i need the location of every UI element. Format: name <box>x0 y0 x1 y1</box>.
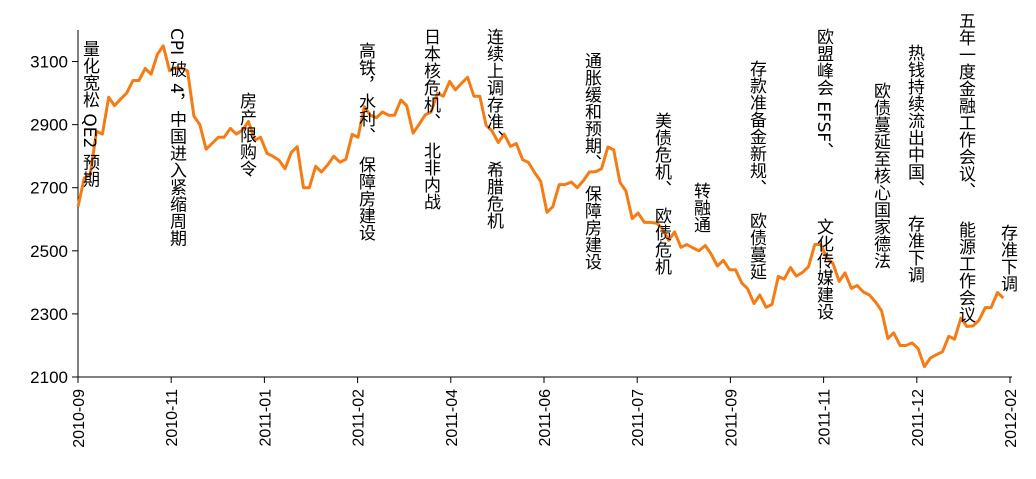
y-tick-label: 2100 <box>30 368 68 387</box>
annotation-text: 欧债危机 <box>651 207 672 275</box>
annotations: 量化宽松 QE2 预期 CPI 破 4，中国进入紧缩周期 房产限购令 高铁，水利、保障… <box>79 12 1018 323</box>
x-tick-label: 2011-09 <box>723 389 740 447</box>
series-lines <box>76 44 1005 369</box>
x-tick-label: 2010-11 <box>164 389 181 447</box>
annotation-text: 希腊危机 <box>483 161 504 229</box>
y-tick-label: 2500 <box>30 242 68 261</box>
x-tick-label: 2012-02 <box>1003 389 1020 448</box>
annotation-text: 连续上调存准、 <box>483 28 504 147</box>
annotation-text: 热钱持续流出中国、 <box>904 44 925 197</box>
annotation-text: 五年一度金融工作会议、 <box>955 12 976 199</box>
annotation-text: 欧债蔓延至核心国家德法 <box>870 82 891 269</box>
y-tick-label: 2900 <box>30 116 68 135</box>
annotation-text: 欧债蔓延 <box>746 212 767 280</box>
y-tick-label: 3100 <box>30 53 68 72</box>
y-axis-ticks: 3100 2900 2700 2500 2300 2100 <box>30 53 78 387</box>
annotation-text: 存准下调 <box>997 224 1018 293</box>
annotation-text: 量化宽松 QE2 预期 <box>79 40 100 189</box>
annotation-text: 欧盟峰会 EFSF、 <box>813 28 834 159</box>
annotation-text: 保障房建设 <box>581 185 602 270</box>
annotation-text: 通胀缓和预期、 <box>581 52 602 171</box>
annotation-text: 存准下调 <box>904 215 925 284</box>
y-tick-label: 2700 <box>30 179 68 198</box>
annotation-text: 转融通 <box>690 182 711 233</box>
x-tick-label: 2011-06 <box>537 389 554 447</box>
annotation-text: 存款准备金新规、 <box>746 60 767 196</box>
x-axis-ticks: 2010-09 2010-11 2011-01 2011-02 2011-04 2011-… <box>71 377 1020 448</box>
annotation-text: 日本核危机、 <box>420 28 441 130</box>
x-tick-label: 2011-07 <box>630 389 647 447</box>
x-tick-label: 2010-09 <box>71 389 88 448</box>
y-tick-label: 2300 <box>30 305 68 324</box>
annotation-text: 文化传媒建设 <box>813 218 834 320</box>
annotation-text: 保障房建设 <box>355 156 376 241</box>
annotation-text: 房产限购令 <box>236 92 257 177</box>
x-tick-label: 2011-02 <box>351 389 368 447</box>
x-tick-label: 2011-11 <box>817 389 834 445</box>
annotation-text: CPI 破 4，中国进入紧缩周期 <box>166 28 187 248</box>
x-tick-label: 2011-04 <box>444 389 461 447</box>
annotation-text: 能源工作会议 <box>955 221 976 323</box>
annotation-text: 美债危机、 <box>651 112 672 197</box>
annotation-text: 高铁，水利、 <box>355 42 376 144</box>
x-tick-label: 2011-01 <box>257 389 274 447</box>
series-line <box>76 44 1005 369</box>
annotation-text: 北非内战 <box>420 142 441 211</box>
x-tick-label: 2011-12 <box>910 389 927 447</box>
